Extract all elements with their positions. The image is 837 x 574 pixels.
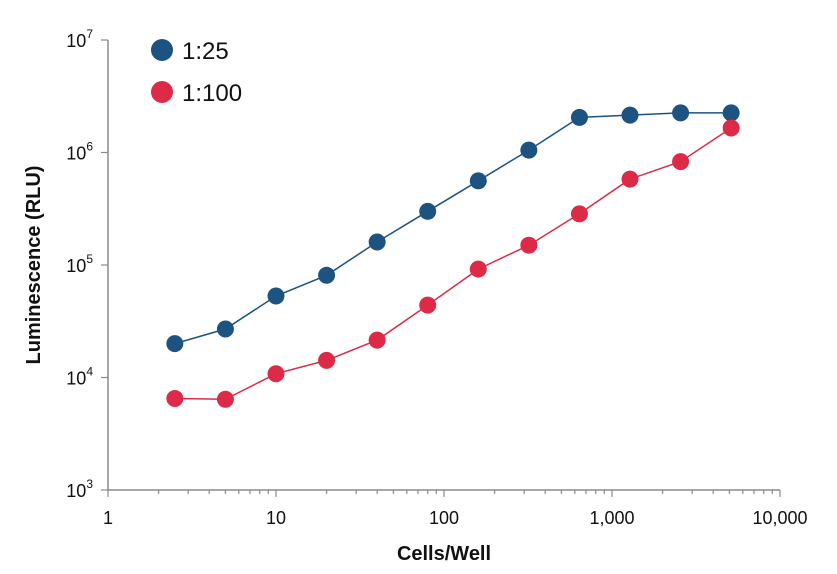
y-tick-label: 107	[66, 27, 93, 51]
data-point	[267, 365, 285, 383]
data-point	[722, 104, 740, 122]
y-tick-exponent: 3	[86, 477, 93, 491]
data-point	[722, 119, 740, 137]
data-point	[570, 205, 588, 223]
series-line	[174, 127, 732, 401]
legend: 1:25 1:100	[151, 38, 242, 107]
data-point	[520, 141, 538, 159]
data-point	[520, 236, 538, 254]
y-tick-label: 103	[66, 477, 93, 501]
x-tick-label: 100	[429, 508, 459, 528]
data-point	[469, 172, 487, 190]
x-axis-title: Cells/Well	[397, 543, 491, 565]
data-point	[318, 266, 336, 284]
data-point	[621, 106, 639, 124]
y-tick-label: 106	[66, 140, 93, 164]
data-point	[368, 233, 386, 251]
x-tick-label: 10	[266, 508, 286, 528]
data-point	[166, 390, 184, 408]
y-tick-base: 10	[66, 481, 86, 501]
y-tick-base: 10	[66, 31, 86, 51]
series-2	[166, 119, 740, 408]
legend-marker	[151, 39, 173, 61]
series-line	[174, 112, 732, 345]
y-tick-base: 10	[66, 256, 86, 276]
data-point	[216, 390, 234, 408]
series-layer	[166, 104, 740, 408]
y-tick-label: 104	[66, 365, 93, 389]
y-tick-label: 105	[66, 252, 93, 276]
y-tick-exponent: 7	[86, 27, 93, 41]
data-point	[672, 153, 690, 171]
y-axis-title: Luminescence (RLU)	[23, 166, 45, 365]
data-point	[672, 104, 690, 122]
data-point	[419, 202, 437, 220]
legend-marker	[151, 81, 173, 103]
data-point	[621, 170, 639, 188]
y-tick-exponent: 6	[86, 140, 93, 154]
y-tick-base: 10	[66, 144, 86, 164]
data-point	[166, 335, 184, 353]
y-tick-base: 10	[66, 369, 86, 389]
data-point	[570, 108, 588, 126]
data-point	[216, 320, 234, 338]
data-point	[267, 287, 285, 305]
x-tick-label: 10,000	[752, 508, 807, 528]
legend-label: 1:100	[182, 80, 242, 107]
series-1	[166, 104, 740, 353]
data-point	[469, 260, 487, 278]
data-point	[368, 331, 386, 349]
legend-label: 1:25	[182, 38, 229, 65]
data-point	[419, 296, 437, 314]
x-ticks: 1 10 100 1,000 10,000	[103, 490, 808, 528]
y-tick-exponent: 5	[86, 252, 93, 266]
x-tick-label: 1	[103, 508, 113, 528]
data-point	[318, 351, 336, 369]
y-tick-exponent: 4	[86, 365, 93, 379]
x-tick-label: 1,000	[589, 508, 634, 528]
